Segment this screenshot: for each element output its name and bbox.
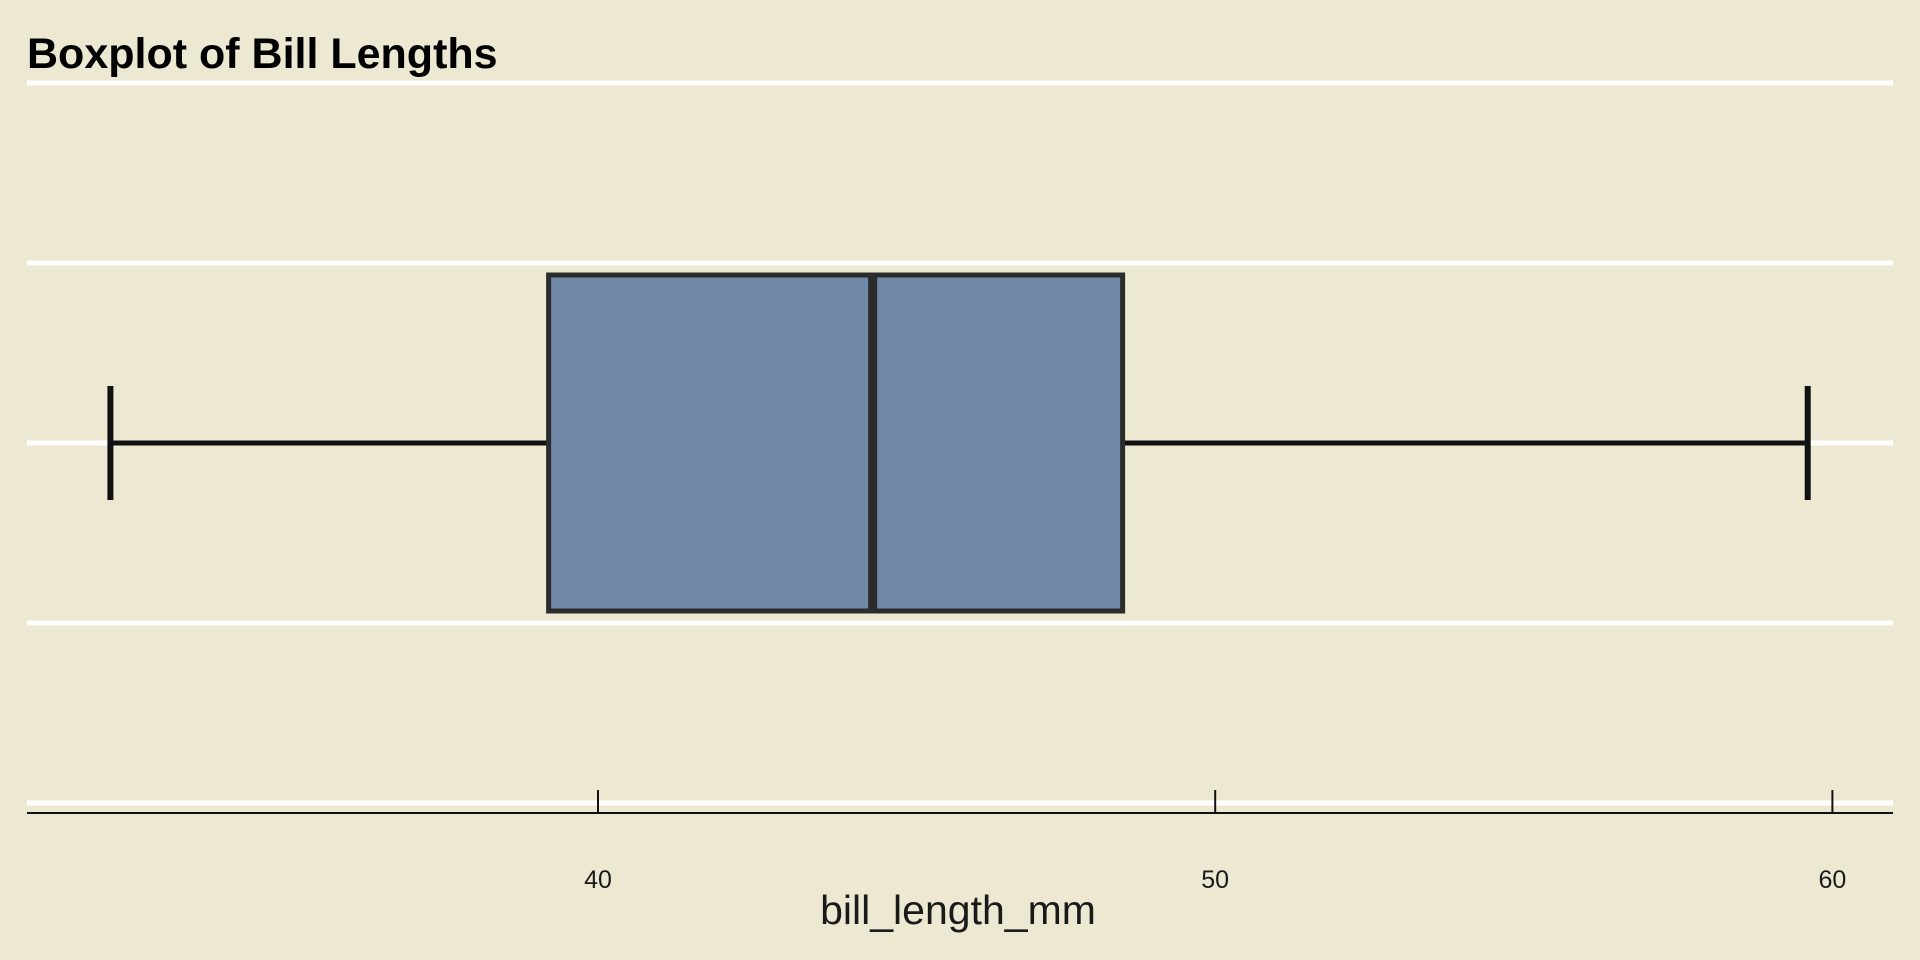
x-axis-title: bill_length_mm [820, 887, 1096, 933]
x-tick-label-50: 50 [1201, 866, 1229, 894]
x-axis: 40 50 60 [27, 790, 1893, 894]
iqr-box [546, 272, 1126, 614]
x-tick-label-40: 40 [584, 866, 612, 894]
x-tick-label-60: 60 [1818, 866, 1846, 894]
chart-title: Boxplot of Bill Lengths [27, 30, 498, 78]
boxplot-group [107, 272, 1811, 614]
